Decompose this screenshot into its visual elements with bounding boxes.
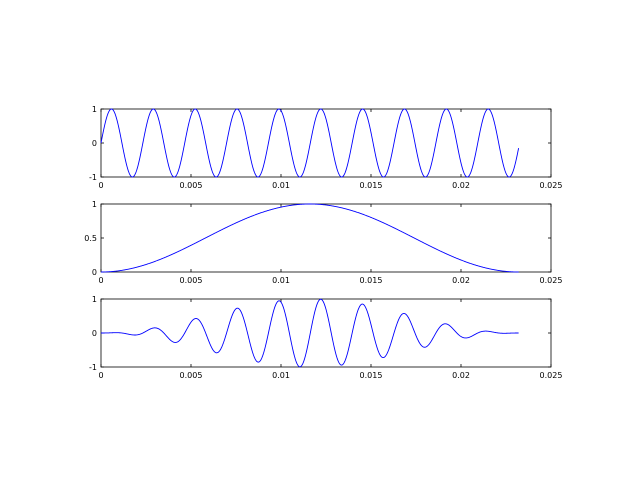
middle-y-tick-label: 0 — [92, 268, 97, 277]
middle-y-tick-label: 1 — [92, 200, 97, 209]
bottom-y-tick-label: -1 — [89, 363, 97, 372]
middle-x-tick-label: 0.015 — [360, 276, 383, 285]
top-x-tick-label: 0.005 — [180, 181, 203, 190]
bottom-x-tick-label: 0.02 — [452, 371, 470, 380]
bottom-x-tick-label: 0.015 — [360, 371, 383, 380]
bottom-y-tick-label: 1 — [92, 295, 97, 304]
bottom-x-tick-label: 0 — [98, 371, 103, 380]
bottom-series-line — [101, 298, 519, 368]
top-series-line — [100, 108, 520, 178]
middle-axes-frame — [100, 203, 552, 273]
top-x-tick-label: 0.015 — [360, 181, 383, 190]
middle-y-tick-label: 0.5 — [84, 234, 97, 243]
top-y-tick-label: 0 — [92, 139, 97, 148]
middle-series-line — [101, 203, 519, 273]
middle-x-tick-label: 0 — [98, 276, 103, 285]
bottom-y-tick-label: 0 — [92, 329, 97, 338]
top-y-tick-label: -1 — [89, 173, 97, 182]
middle-x-tick-label: 0.02 — [452, 276, 470, 285]
top-x-tick-label: 0.025 — [540, 181, 563, 190]
middle-x-tick-label: 0.01 — [272, 276, 290, 285]
bottom-x-tick-label: 0.005 — [180, 371, 203, 380]
top-y-tick-label: 1 — [92, 105, 97, 114]
top-x-tick-label: 0.01 — [272, 181, 290, 190]
middle-x-tick-label: 0.005 — [180, 276, 203, 285]
bottom-x-tick-label: 0.025 — [540, 371, 563, 380]
bottom-x-tick-label: 0.01 — [272, 371, 290, 380]
top-x-tick-label: 0 — [98, 181, 103, 190]
middle-x-tick-label: 0.025 — [540, 276, 563, 285]
top-x-tick-label: 0.02 — [452, 181, 470, 190]
